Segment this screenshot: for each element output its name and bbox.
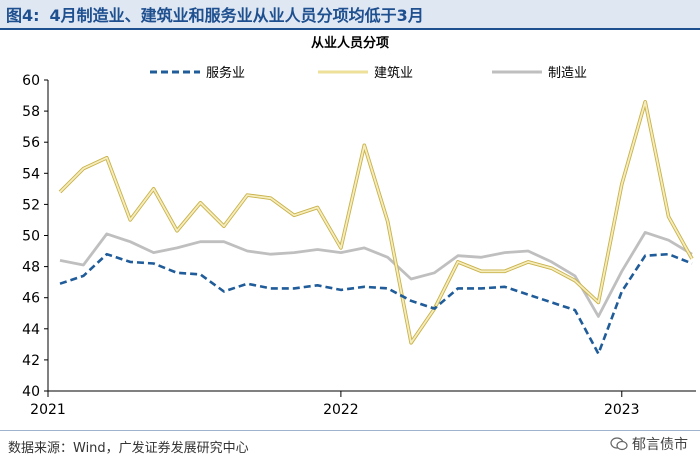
x-tick-label-0: 2021 [30,402,66,418]
y-tick-label-10: 60 [22,73,40,89]
series-line-0 [59,252,693,356]
x-tick-label-1: 2022 [323,402,359,418]
legend-label-0: 服务业 [206,65,245,81]
y-tick-label-4: 48 [22,260,40,276]
y-tick-label-8: 56 [22,135,40,151]
y-tick-label-0: 40 [22,384,40,400]
series-line-1 [59,100,693,344]
y-tick-label-3: 46 [22,291,40,307]
chart-title: 从业人员分项 [311,35,389,51]
chart-area: 从业人员分项服务业 建筑业 制造业 40 42 44 46 48 50 52 54 56 58 60 202… [0,30,700,430]
figure-title: 4月制造业、建筑业和服务业从业人员分项均低于3月 [49,6,424,25]
y-tick-label-7: 54 [22,166,40,182]
watermark-text: 郁言债市 [632,437,688,453]
wechat-icon [610,437,628,451]
y-tick-label-5: 50 [22,229,40,245]
y-tick-label-1: 42 [22,353,40,369]
series-line-2 [59,230,693,318]
y-tick-label-6: 52 [22,197,40,213]
series-outline-1 [58,100,694,345]
y-tick-label-9: 58 [22,104,40,120]
data-source-note: 数据来源：Wind，广发证券发展研究中心 [8,441,249,456]
watermark: 郁言债市 [610,434,688,454]
legend-label-1: 建筑业 [374,65,413,81]
y-tick-label-2: 44 [22,322,40,338]
figure-label: 图4: [6,6,40,25]
legend-label-2: 制造业 [548,66,587,81]
x-tick-label-2: 2023 [604,402,640,418]
figure-title-bar: 图4: 4月制造业、建筑业和服务业从业人员分项均低于3月 [0,0,700,30]
figure-footer: 数据来源：Wind，广发证券发展研究中心 郁言债市 [0,430,700,470]
